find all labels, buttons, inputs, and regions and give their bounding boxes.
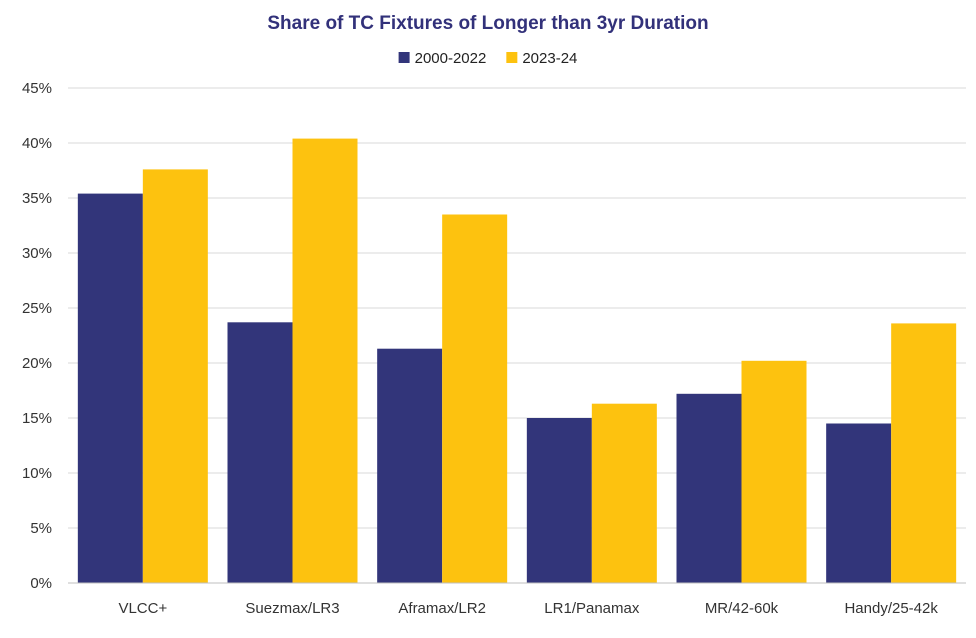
x-tick-label: Suezmax/LR3 — [245, 600, 339, 617]
x-axis: VLCC+ Suezmax/LR3 Aframax/LR2 LR1/Panamax MR… — [118, 600, 938, 617]
bar-2023-24 — [292, 138, 358, 583]
legend: 2000-2022 2023-24 — [398, 50, 577, 67]
legend-label: 2023-24 — [522, 50, 577, 67]
bar-2000-2022 — [377, 348, 443, 583]
gridlines — [68, 87, 966, 529]
y-tick-label: 45% — [22, 80, 52, 97]
y-axis: 0% 5% 10% 15% 20% 25% 30% 35% 40% 45% — [22, 80, 52, 592]
bar-2000-2022 — [227, 322, 293, 583]
bar-2023-24 — [741, 360, 807, 583]
bar-2023-24 — [442, 214, 508, 583]
y-tick-label: 40% — [22, 135, 52, 152]
y-tick-label: 15% — [22, 410, 52, 427]
legend-item: 2000-2022 — [398, 50, 487, 67]
bars — [77, 138, 957, 583]
bar-2000-2022 — [826, 423, 892, 583]
bar-2023-24 — [891, 323, 957, 583]
legend-swatch — [506, 52, 518, 63]
bar-2000-2022 — [526, 418, 592, 583]
chart-title: Share of TC Fixtures of Longer than 3yr … — [267, 13, 708, 34]
bar-2000-2022 — [676, 393, 742, 583]
y-tick-label: 35% — [22, 190, 52, 207]
x-tick-label: Handy/25-42k — [844, 600, 938, 617]
y-tick-label: 20% — [22, 355, 52, 372]
y-tick-label: 25% — [22, 300, 52, 317]
legend-swatch — [398, 52, 410, 63]
x-tick-label: Aframax/LR2 — [398, 600, 486, 617]
x-tick-label: LR1/Panamax — [544, 600, 640, 617]
legend-item: 2023-24 — [506, 50, 577, 67]
y-tick-label: 5% — [30, 520, 52, 537]
legend-label: 2000-2022 — [415, 50, 487, 67]
y-tick-label: 0% — [30, 575, 52, 592]
x-tick-label: MR/42-60k — [705, 600, 779, 617]
y-tick-label: 10% — [22, 465, 52, 482]
bar-2023-24 — [142, 169, 208, 583]
x-tick-label: VLCC+ — [118, 600, 167, 617]
y-tick-label: 30% — [22, 245, 52, 262]
bar-2000-2022 — [77, 193, 143, 583]
bar-2023-24 — [591, 403, 657, 583]
